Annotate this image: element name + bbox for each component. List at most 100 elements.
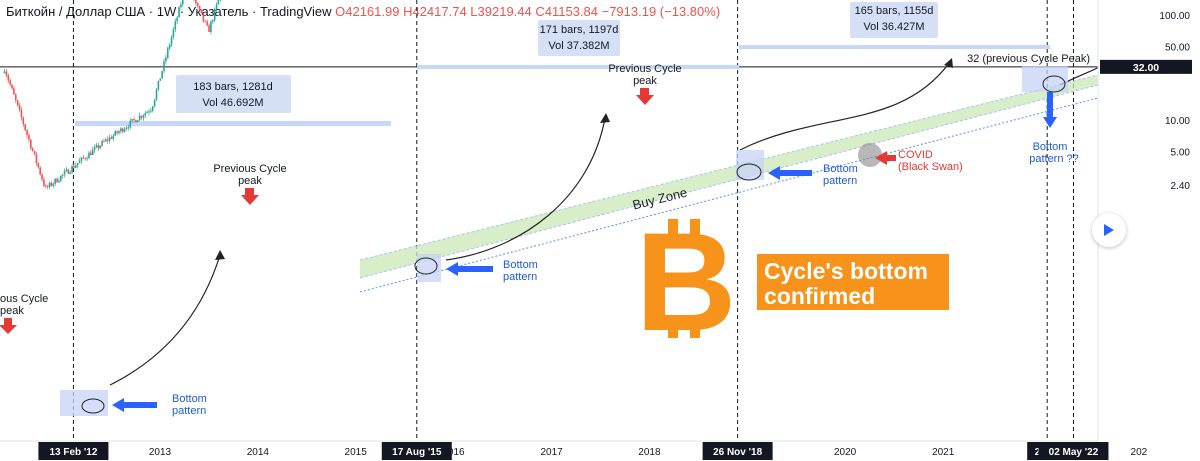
candle-body xyxy=(48,182,51,188)
candle-body xyxy=(195,0,197,4)
peak-arrow-2 xyxy=(241,188,259,205)
candle-body xyxy=(108,137,111,141)
candle-body xyxy=(121,128,124,132)
candle-body xyxy=(172,29,175,38)
candle-body xyxy=(60,175,62,181)
measure-3-bars: 165 bars, 1155d xyxy=(855,5,934,17)
measure-bar-2 xyxy=(417,65,739,69)
candle-body xyxy=(16,100,19,105)
candle-body xyxy=(148,111,150,113)
covid-label-a: COVID xyxy=(898,149,933,161)
candle-body xyxy=(14,94,17,101)
candle-body xyxy=(97,145,100,149)
bottom-arrow-3 xyxy=(768,166,812,180)
arc-arrowhead-3 xyxy=(944,58,953,68)
time-axis-panel[interactable] xyxy=(0,441,1200,461)
candle-body xyxy=(118,131,120,134)
candle-body xyxy=(103,141,105,142)
candle-body xyxy=(129,120,132,128)
candle-body xyxy=(131,119,133,121)
peak-label-1a: ous Cycle xyxy=(0,293,48,305)
time-tick-label: 2015 xyxy=(345,447,368,458)
candle-body xyxy=(67,169,70,174)
candle-body xyxy=(86,158,88,160)
measure-bar-1 xyxy=(75,121,391,126)
candle-body xyxy=(168,44,171,49)
measure-box-2 xyxy=(538,20,620,56)
cycle-arc-1 xyxy=(109,254,221,386)
price-tag-32-bg xyxy=(1100,59,1192,74)
bottom-arrow-1 xyxy=(112,398,157,412)
candle-body xyxy=(140,115,143,118)
candle-body xyxy=(18,104,21,110)
candle-body xyxy=(181,0,184,5)
candle-body xyxy=(45,185,47,187)
candle-body xyxy=(110,137,113,139)
candle-body xyxy=(37,163,40,168)
arc-arrowhead-2 xyxy=(600,113,610,123)
time-tick-label: 2013 xyxy=(149,447,172,458)
bottom-ellipse-2 xyxy=(414,257,438,275)
candle-body xyxy=(80,157,83,161)
price-tag-32: 32.00 xyxy=(1133,62,1159,74)
candle-body xyxy=(157,80,160,90)
scroll-to-realtime-button[interactable] xyxy=(1092,213,1126,247)
bottom-label-3b: pattern xyxy=(823,175,857,187)
candle-body xyxy=(170,37,173,45)
candle-body xyxy=(52,183,55,186)
bottom-arrow-4 xyxy=(1043,92,1057,128)
candle-body xyxy=(217,0,220,5)
candle-body xyxy=(43,179,45,186)
covid-label-b: (Black Swan) xyxy=(898,161,963,173)
candle-body xyxy=(101,141,103,146)
candle-body xyxy=(65,169,68,172)
candle-body xyxy=(54,178,56,184)
bottom-label-4b: pattern ?? xyxy=(1029,153,1079,165)
candle-body xyxy=(73,166,75,168)
candle-body xyxy=(159,78,162,81)
candle-body xyxy=(120,128,122,132)
candle-body xyxy=(9,80,11,85)
candle-body xyxy=(155,89,158,100)
candle-body xyxy=(150,110,152,112)
candle-body xyxy=(200,9,203,14)
candle-body xyxy=(20,109,23,118)
candle-body xyxy=(90,152,92,156)
bottom-label-3a: Bottom xyxy=(823,163,858,175)
candle-body xyxy=(71,166,73,173)
candle-body xyxy=(178,7,180,18)
bottom-ellipse-1 xyxy=(81,398,105,414)
candle-body xyxy=(106,139,109,141)
candle-body xyxy=(69,172,72,174)
candle-body xyxy=(61,174,64,176)
candle-body xyxy=(196,3,199,6)
candle-body xyxy=(116,131,118,134)
peak-arrow-1 xyxy=(0,318,17,334)
candle-body xyxy=(33,150,36,154)
measure-2-bars: 171 bars, 1197d xyxy=(540,24,619,36)
candle-body xyxy=(58,180,60,183)
price-tick-label: 50.00 xyxy=(1165,43,1190,54)
time-tick-label: 17 Aug '15 xyxy=(392,447,442,458)
candle-body xyxy=(165,57,167,62)
bottom-ellipse-4 xyxy=(1042,75,1066,93)
candle-body xyxy=(180,4,182,8)
candle-body xyxy=(127,127,130,129)
candle-body xyxy=(153,99,156,107)
candle-body xyxy=(208,25,210,32)
candle-body xyxy=(166,48,169,58)
cycle-banner-line1: Cycle's bottom xyxy=(764,258,928,284)
symbol-title: Биткойн / Доллар США · 1W · Указатель · … xyxy=(6,4,332,19)
measure-bar-3 xyxy=(739,45,1050,49)
candle-body xyxy=(125,127,128,130)
covid-arrow xyxy=(875,151,896,165)
candle-body xyxy=(26,130,28,135)
candle-body xyxy=(99,145,102,149)
time-tick-label: 202 xyxy=(1131,447,1148,458)
time-tag-bg xyxy=(1038,442,1109,460)
candle-body xyxy=(30,139,32,149)
candle-body xyxy=(142,115,145,118)
measure-3-vol: Vol 36.427M xyxy=(863,21,924,33)
